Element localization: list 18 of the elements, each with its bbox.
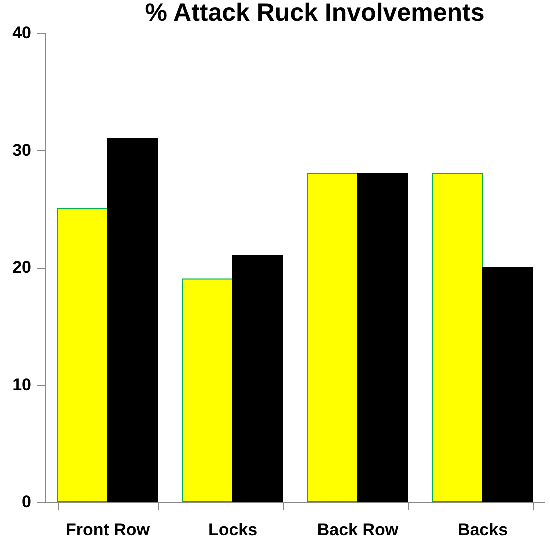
bar xyxy=(307,173,358,502)
x-tick-label: Backs xyxy=(458,520,508,540)
bar xyxy=(57,208,108,502)
y-tick-label: 0 xyxy=(22,492,32,512)
bar xyxy=(232,255,283,502)
y-tick-label: 10 xyxy=(12,375,32,394)
bar xyxy=(432,173,483,502)
bar xyxy=(482,267,533,502)
y-tick-label: 40 xyxy=(12,24,32,42)
y-tick-label: 20 xyxy=(12,258,32,277)
bar xyxy=(182,278,233,502)
x-tick-label: Front Row xyxy=(66,520,151,540)
chart-title: % Attack Ruck Involvements xyxy=(145,0,485,27)
bar xyxy=(107,138,158,502)
x-tick-label: Locks xyxy=(208,520,258,540)
y-tick-label: 30 xyxy=(12,140,32,160)
bar xyxy=(357,173,408,502)
x-tick-label: Back Row xyxy=(317,520,400,540)
